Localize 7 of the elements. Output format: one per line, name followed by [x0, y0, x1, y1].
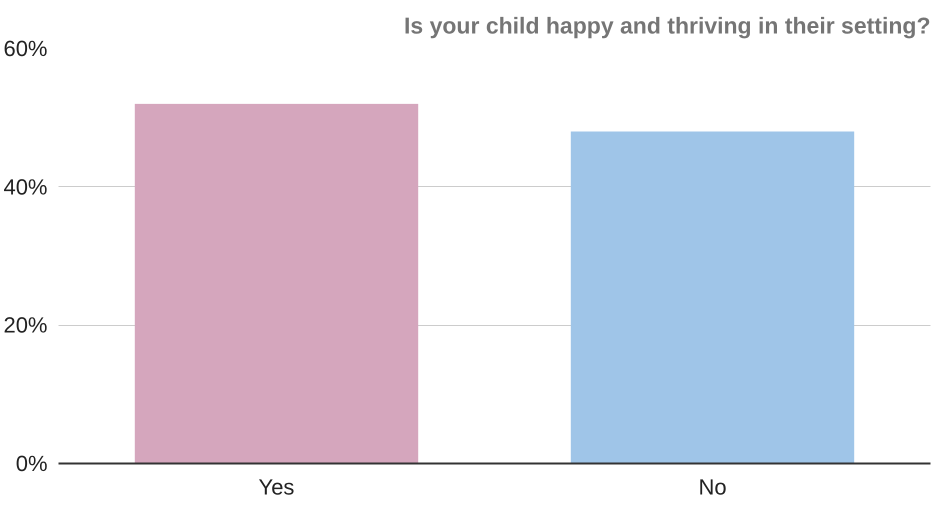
y-tick-label: 20% — [3, 312, 48, 338]
y-tick-label: 40% — [3, 174, 48, 200]
x-tick-label: Yes — [258, 474, 294, 500]
y-tick-label: 60% — [3, 36, 48, 61]
x-tick-label: No — [698, 474, 727, 500]
chart-title: Is your child happy and thriving in their setting? — [404, 12, 930, 38]
y-tick-label: 0% — [16, 451, 48, 476]
